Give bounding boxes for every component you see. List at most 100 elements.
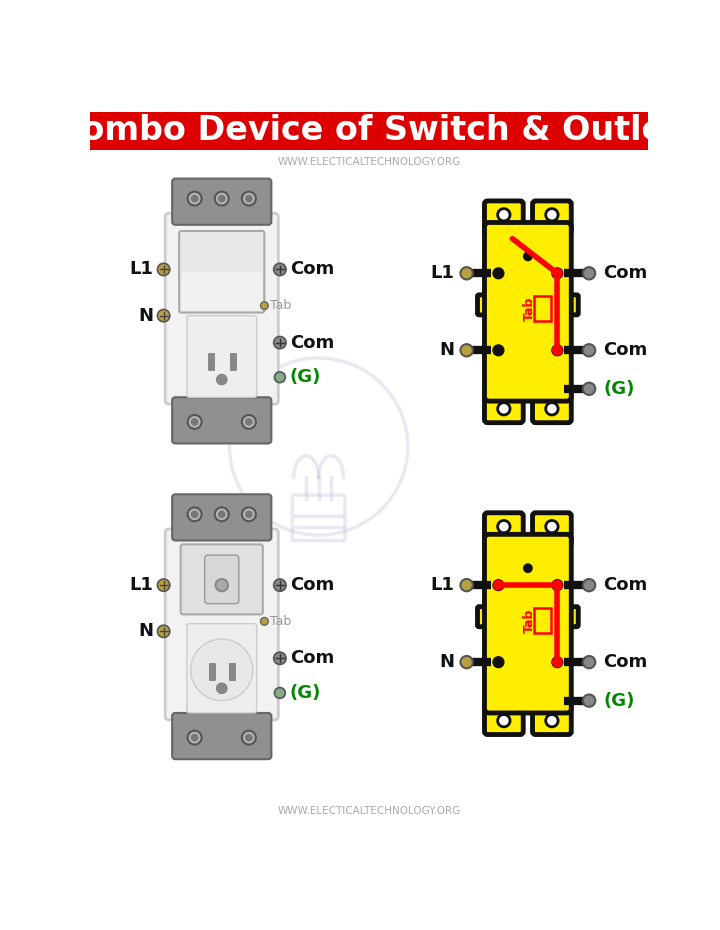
Circle shape xyxy=(274,652,286,664)
Bar xyxy=(534,608,551,633)
Circle shape xyxy=(552,579,563,591)
Circle shape xyxy=(493,345,504,355)
Circle shape xyxy=(583,382,595,395)
Circle shape xyxy=(215,579,228,591)
Bar xyxy=(518,537,537,540)
Circle shape xyxy=(188,192,202,206)
Circle shape xyxy=(215,192,229,206)
Circle shape xyxy=(242,731,256,745)
Text: Tab: Tab xyxy=(523,608,536,632)
Text: N: N xyxy=(138,307,153,325)
Circle shape xyxy=(242,415,256,429)
Bar xyxy=(230,352,235,369)
Circle shape xyxy=(552,268,563,279)
Circle shape xyxy=(245,418,253,426)
FancyBboxPatch shape xyxy=(187,624,256,713)
Text: (G): (G) xyxy=(290,684,321,702)
Circle shape xyxy=(274,579,286,591)
Bar xyxy=(488,705,519,711)
Circle shape xyxy=(552,345,563,355)
Circle shape xyxy=(546,403,558,415)
Circle shape xyxy=(493,579,504,591)
Circle shape xyxy=(493,268,504,279)
Circle shape xyxy=(274,372,285,382)
FancyBboxPatch shape xyxy=(485,535,571,713)
FancyBboxPatch shape xyxy=(165,529,279,720)
Circle shape xyxy=(552,268,563,279)
Circle shape xyxy=(158,625,170,637)
Circle shape xyxy=(552,345,563,355)
Circle shape xyxy=(218,194,225,203)
FancyBboxPatch shape xyxy=(172,179,271,225)
FancyBboxPatch shape xyxy=(485,222,571,401)
Text: Com: Com xyxy=(290,649,334,668)
Circle shape xyxy=(546,208,558,221)
Text: Tab: Tab xyxy=(523,297,536,321)
Bar xyxy=(229,663,235,680)
Circle shape xyxy=(583,344,595,356)
FancyBboxPatch shape xyxy=(533,390,571,422)
Circle shape xyxy=(524,565,532,572)
Circle shape xyxy=(242,508,256,521)
Circle shape xyxy=(191,194,199,203)
FancyBboxPatch shape xyxy=(533,512,571,546)
FancyBboxPatch shape xyxy=(563,295,578,315)
Text: L1: L1 xyxy=(431,264,454,283)
Text: Tab: Tab xyxy=(270,299,291,312)
Circle shape xyxy=(493,579,504,591)
Circle shape xyxy=(493,657,504,668)
Circle shape xyxy=(191,418,199,426)
FancyBboxPatch shape xyxy=(204,555,239,604)
Circle shape xyxy=(274,337,286,349)
Circle shape xyxy=(216,683,228,694)
Text: WWW.ELECTICALTECHNOLOGY.ORG: WWW.ELECTICALTECHNOLOGY.ORG xyxy=(277,805,461,816)
Bar xyxy=(209,663,215,680)
Circle shape xyxy=(191,511,199,518)
Text: Com: Com xyxy=(290,260,334,278)
Bar xyxy=(534,297,551,321)
Bar xyxy=(536,392,567,399)
Circle shape xyxy=(552,657,563,668)
Text: Com: Com xyxy=(603,653,647,671)
FancyBboxPatch shape xyxy=(485,201,523,234)
Circle shape xyxy=(498,521,510,533)
FancyBboxPatch shape xyxy=(172,713,271,759)
Bar xyxy=(536,225,567,231)
Circle shape xyxy=(188,508,202,521)
Circle shape xyxy=(524,253,532,260)
Bar xyxy=(518,707,537,711)
Circle shape xyxy=(461,344,473,356)
Circle shape xyxy=(261,302,269,310)
Bar xyxy=(536,705,567,711)
Circle shape xyxy=(158,579,170,591)
FancyBboxPatch shape xyxy=(485,701,523,735)
Circle shape xyxy=(245,511,253,518)
Circle shape xyxy=(583,579,595,591)
Text: (G): (G) xyxy=(603,379,634,398)
Circle shape xyxy=(274,263,286,275)
FancyBboxPatch shape xyxy=(533,201,571,234)
Bar xyxy=(488,537,519,543)
Circle shape xyxy=(546,521,558,533)
Circle shape xyxy=(461,579,473,591)
Bar xyxy=(90,112,648,150)
Text: Com: Com xyxy=(603,264,647,283)
Circle shape xyxy=(461,267,473,279)
Circle shape xyxy=(215,508,229,521)
Circle shape xyxy=(498,208,510,221)
Text: WWW.ELECTICALTECHNOLOGY.ORG: WWW.ELECTICALTECHNOLOGY.ORG xyxy=(277,156,461,166)
Circle shape xyxy=(552,579,563,591)
Circle shape xyxy=(245,734,253,741)
FancyBboxPatch shape xyxy=(172,397,271,444)
Text: Com: Com xyxy=(603,341,647,359)
Text: L1: L1 xyxy=(130,577,153,594)
FancyBboxPatch shape xyxy=(485,512,523,546)
Bar xyxy=(488,225,519,231)
FancyBboxPatch shape xyxy=(477,606,493,627)
Circle shape xyxy=(583,267,595,279)
Circle shape xyxy=(274,687,285,698)
Bar xyxy=(208,352,214,369)
FancyBboxPatch shape xyxy=(563,606,578,627)
Text: N: N xyxy=(439,653,454,671)
Text: Combo Device of Switch & Outlet: Combo Device of Switch & Outlet xyxy=(58,114,680,147)
